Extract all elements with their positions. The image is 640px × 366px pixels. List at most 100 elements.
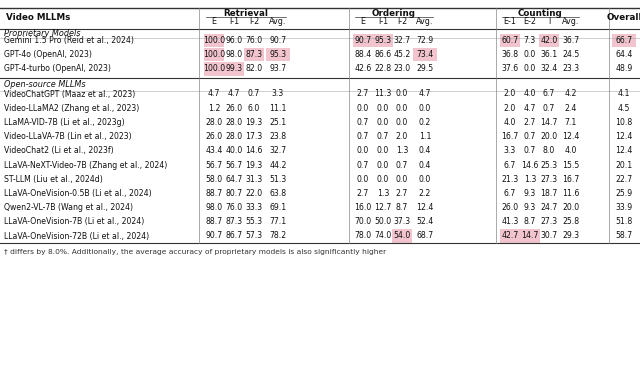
Text: 87.3: 87.3 — [245, 50, 262, 59]
Text: 64.4: 64.4 — [615, 50, 633, 59]
Text: 95.3: 95.3 — [374, 36, 392, 45]
Text: 0.4: 0.4 — [419, 146, 431, 155]
Text: † differs by 8.0%. Additionally, the average accuracy of proprietary models is a: † differs by 8.0%. Additionally, the ave… — [4, 249, 386, 255]
Text: 0.7: 0.7 — [524, 146, 536, 155]
Text: Qwen2-VL-7B (Wang et al., 2024): Qwen2-VL-7B (Wang et al., 2024) — [4, 203, 133, 212]
Bar — [204, 62, 224, 75]
Text: 16.7: 16.7 — [563, 175, 580, 184]
Text: 26.0: 26.0 — [501, 203, 518, 212]
Text: 0.7: 0.7 — [357, 161, 369, 169]
Text: 24.5: 24.5 — [563, 50, 580, 59]
Text: 100.0: 100.0 — [203, 36, 225, 45]
Text: 76.0: 76.0 — [245, 36, 262, 45]
Text: 0.0: 0.0 — [377, 118, 389, 127]
Text: 58.0: 58.0 — [205, 175, 223, 184]
Text: 86.6: 86.6 — [374, 50, 392, 59]
Text: 23.3: 23.3 — [563, 64, 580, 74]
Text: 3.3: 3.3 — [504, 146, 516, 155]
Text: 88.7: 88.7 — [205, 217, 223, 226]
Text: 0.4: 0.4 — [419, 161, 431, 169]
Text: 6.0: 6.0 — [248, 104, 260, 113]
Text: 16.7: 16.7 — [501, 132, 518, 141]
Text: 51.3: 51.3 — [269, 175, 287, 184]
Text: GPT-4o (OpenAI, 2023): GPT-4o (OpenAI, 2023) — [4, 50, 92, 59]
Text: 0.0: 0.0 — [377, 146, 389, 155]
Text: 2.2: 2.2 — [419, 189, 431, 198]
Bar — [500, 229, 520, 243]
Text: 16.0: 16.0 — [355, 203, 372, 212]
Text: Avg.: Avg. — [563, 18, 580, 26]
Text: 82.0: 82.0 — [245, 64, 262, 74]
Text: LLaMA-VID-7B (Li et al., 2023g): LLaMA-VID-7B (Li et al., 2023g) — [4, 118, 125, 127]
Text: 42.6: 42.6 — [355, 64, 372, 74]
Text: 12.4: 12.4 — [615, 146, 633, 155]
Text: LLaVA-OneVision-7B (Li et al., 2024): LLaVA-OneVision-7B (Li et al., 2024) — [4, 217, 144, 226]
Text: 58.7: 58.7 — [616, 232, 632, 240]
Text: 4.0: 4.0 — [524, 90, 536, 98]
Text: 36.7: 36.7 — [563, 36, 580, 45]
Text: 4.0: 4.0 — [504, 118, 516, 127]
Text: 23.0: 23.0 — [394, 64, 411, 74]
Bar — [266, 48, 290, 61]
Text: I: I — [548, 18, 550, 26]
Text: Counting: Counting — [518, 9, 563, 18]
Text: 0.0: 0.0 — [524, 64, 536, 74]
Text: 2.7: 2.7 — [396, 189, 408, 198]
Text: 14.7: 14.7 — [522, 232, 539, 240]
Text: 9.3: 9.3 — [524, 189, 536, 198]
Text: 50.0: 50.0 — [374, 217, 392, 226]
Text: 78.0: 78.0 — [355, 232, 372, 240]
Text: 4.5: 4.5 — [618, 104, 630, 113]
Text: 33.3: 33.3 — [245, 203, 262, 212]
Text: 6.7: 6.7 — [504, 161, 516, 169]
Text: E: E — [211, 18, 216, 26]
Text: 26.0: 26.0 — [225, 104, 243, 113]
Text: 1.1: 1.1 — [419, 132, 431, 141]
Text: 70.0: 70.0 — [355, 217, 372, 226]
Text: 15.5: 15.5 — [563, 161, 580, 169]
Text: 0.0: 0.0 — [396, 118, 408, 127]
Text: 18.7: 18.7 — [540, 189, 557, 198]
Text: VideoChatGPT (Maaz et al., 2023): VideoChatGPT (Maaz et al., 2023) — [4, 90, 135, 98]
Text: Overall: Overall — [606, 13, 640, 22]
Text: 57.3: 57.3 — [245, 232, 262, 240]
Text: Avg.: Avg. — [269, 18, 287, 26]
Text: 8.7: 8.7 — [396, 203, 408, 212]
Bar — [500, 34, 520, 47]
Text: 7.3: 7.3 — [524, 36, 536, 45]
Text: 42.0: 42.0 — [540, 36, 557, 45]
Text: Avg.: Avg. — [416, 18, 434, 26]
Text: 14.6: 14.6 — [522, 161, 539, 169]
Text: 24.7: 24.7 — [540, 203, 557, 212]
Text: 4.0: 4.0 — [565, 146, 577, 155]
Text: 19.3: 19.3 — [245, 118, 262, 127]
Text: 4.7: 4.7 — [228, 90, 240, 98]
Text: 9.3: 9.3 — [524, 203, 536, 212]
Text: 69.1: 69.1 — [269, 203, 287, 212]
Bar — [392, 229, 412, 243]
Text: 45.2: 45.2 — [394, 50, 411, 59]
Text: 20.0: 20.0 — [540, 132, 557, 141]
Text: 77.1: 77.1 — [269, 217, 287, 226]
Text: 54.0: 54.0 — [394, 232, 411, 240]
Text: 2.0: 2.0 — [396, 132, 408, 141]
Text: LLaVA-OneVision-0.5B (Li et al., 2024): LLaVA-OneVision-0.5B (Li et al., 2024) — [4, 189, 152, 198]
Text: 12.7: 12.7 — [374, 203, 392, 212]
Text: 32.4: 32.4 — [540, 64, 557, 74]
Text: 78.2: 78.2 — [269, 232, 287, 240]
Text: 66.7: 66.7 — [616, 36, 632, 45]
Text: 88.7: 88.7 — [205, 189, 223, 198]
Text: 3.3: 3.3 — [272, 90, 284, 98]
Text: 28.0: 28.0 — [225, 132, 243, 141]
Text: 30.7: 30.7 — [540, 232, 557, 240]
Bar — [520, 229, 540, 243]
Text: GPT-4-turbo (OpenAI, 2023): GPT-4-turbo (OpenAI, 2023) — [4, 64, 111, 74]
Text: 25.8: 25.8 — [563, 217, 580, 226]
Text: 98.0: 98.0 — [225, 50, 243, 59]
Text: VideoChat2 (Li et al., 2023f): VideoChat2 (Li et al., 2023f) — [4, 146, 114, 155]
Text: 0.0: 0.0 — [357, 146, 369, 155]
Text: 0.7: 0.7 — [357, 118, 369, 127]
Text: 23.8: 23.8 — [269, 132, 287, 141]
Text: 10.8: 10.8 — [616, 118, 632, 127]
Text: 0.0: 0.0 — [396, 104, 408, 113]
